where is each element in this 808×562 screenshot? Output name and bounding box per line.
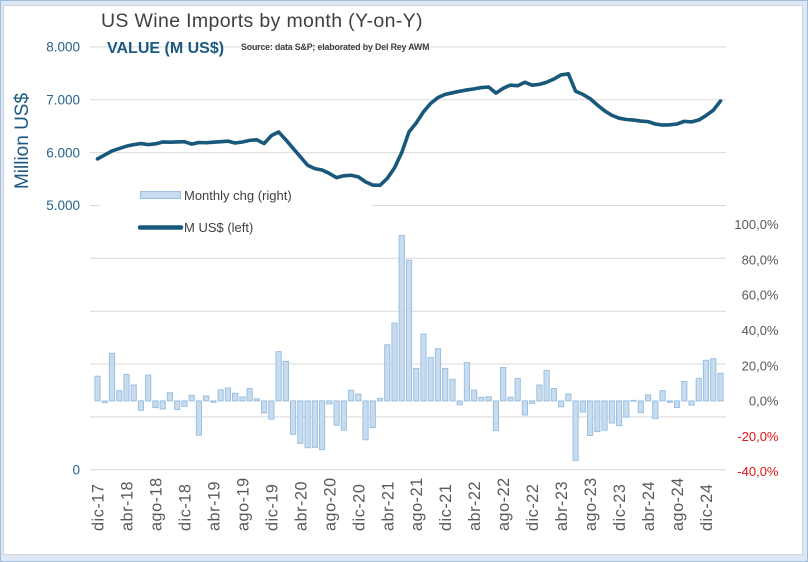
svg-text:8.000: 8.000	[46, 40, 80, 55]
svg-text:abr-24: abr-24	[640, 481, 658, 531]
svg-text:abr-19: abr-19	[205, 481, 223, 531]
svg-text:0: 0	[72, 462, 80, 477]
svg-text:abr-20: abr-20	[292, 481, 310, 531]
svg-text:M US$ (left): M US$ (left)	[184, 220, 253, 235]
svg-text:abr-23: abr-23	[553, 481, 571, 531]
svg-text:abr-21: abr-21	[379, 481, 397, 531]
svg-text:5.000: 5.000	[46, 198, 80, 213]
svg-text:dic-19: dic-19	[263, 484, 281, 531]
svg-text:20,0%: 20,0%	[742, 358, 779, 373]
svg-text:0,0%: 0,0%	[749, 394, 779, 409]
svg-text:-20,0%: -20,0%	[737, 429, 779, 444]
svg-text:ago-20: ago-20	[321, 477, 339, 531]
svg-text:dic-17: dic-17	[90, 484, 108, 531]
svg-text:dic-24: dic-24	[698, 484, 716, 531]
svg-text:dic-22: dic-22	[524, 484, 542, 531]
svg-text:80,0%: 80,0%	[742, 252, 779, 267]
svg-text:US Wine Imports by month (Y-on: US Wine Imports by month (Y-on-Y)	[101, 10, 423, 32]
svg-text:7.000: 7.000	[46, 93, 80, 108]
svg-text:100,0%: 100,0%	[734, 217, 779, 232]
svg-text:ago-22: ago-22	[495, 477, 513, 531]
svg-text:40,0%: 40,0%	[742, 323, 779, 338]
svg-text:dic-21: dic-21	[437, 484, 455, 531]
svg-text:VALUE (M US$): VALUE (M US$)	[107, 40, 224, 57]
svg-text:ago-19: ago-19	[234, 477, 252, 531]
svg-text:60,0%: 60,0%	[742, 288, 779, 303]
svg-text:Monthly chg (right): Monthly chg (right)	[184, 188, 292, 203]
svg-text:ago-24: ago-24	[669, 477, 687, 531]
svg-text:Source: data S&P; elaborated b: Source: data S&P; elaborated by Del Rey …	[241, 42, 429, 52]
svg-text:ago-21: ago-21	[408, 477, 426, 531]
svg-text:Million US$: Million US$	[12, 93, 33, 190]
svg-text:-40,0%: -40,0%	[737, 464, 779, 479]
svg-text:dic-18: dic-18	[176, 484, 194, 531]
svg-text:abr-18: abr-18	[118, 481, 136, 531]
svg-text:6.000: 6.000	[46, 145, 80, 160]
svg-text:dic-20: dic-20	[350, 484, 368, 531]
svg-text:ago-23: ago-23	[582, 477, 600, 531]
svg-text:abr-22: abr-22	[466, 481, 484, 531]
svg-text:dic-23: dic-23	[611, 484, 629, 531]
svg-text:ago-18: ago-18	[147, 477, 165, 531]
